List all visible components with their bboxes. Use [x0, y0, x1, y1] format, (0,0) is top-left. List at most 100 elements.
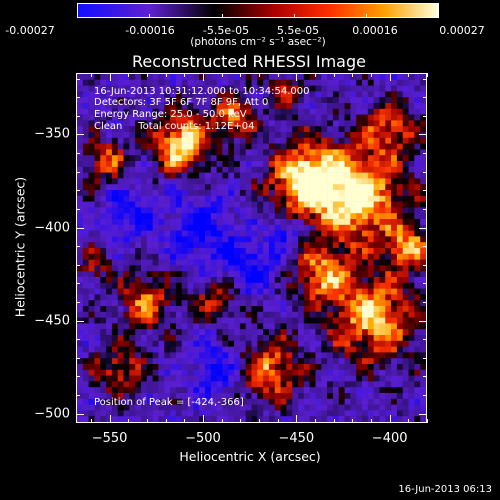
heatmap-cell	[111, 404, 119, 411]
heatmap-cell	[408, 317, 415, 324]
heatmap-cell	[129, 190, 136, 197]
heatmap-cell	[187, 282, 194, 289]
heatmap-cell	[100, 387, 107, 394]
heatmap-cell	[88, 253, 95, 260]
heatmap-cell	[245, 79, 252, 86]
heatmap-cell	[135, 230, 142, 237]
heatmap-cell	[199, 213, 206, 220]
heatmap-cell	[402, 120, 409, 127]
heatmap-cell	[175, 416, 182, 422]
heatmap-cell	[111, 358, 119, 365]
heatmap-cell	[129, 393, 136, 400]
heatmap-cell	[140, 132, 148, 139]
heatmap-cell	[77, 195, 84, 202]
heatmap-cell	[123, 271, 130, 278]
heatmap-cell	[129, 335, 136, 342]
heatmap-cell	[385, 375, 392, 382]
heatmap-cell	[362, 358, 369, 365]
heatmap-cell	[327, 230, 334, 237]
heatmap-cell	[228, 358, 235, 365]
heatmap-cell	[199, 381, 206, 388]
heatmap-cell	[315, 410, 322, 417]
heatmap-cell	[263, 375, 270, 382]
heatmap-cell	[88, 230, 95, 237]
heatmap-cell	[140, 340, 148, 347]
heatmap-cell	[222, 190, 229, 197]
heatmap-cell	[344, 311, 351, 318]
heatmap-cell	[245, 253, 252, 260]
heatmap-cell	[332, 190, 340, 197]
heatmap-cell	[414, 195, 421, 202]
heatmap-cell	[303, 143, 310, 150]
heatmap-cell	[257, 311, 264, 318]
heatmap-cell	[298, 91, 305, 98]
heatmap-cell	[152, 317, 159, 324]
heatmap-cell	[344, 126, 351, 133]
heatmap-cell	[123, 253, 130, 260]
heatmap-cell	[146, 126, 153, 133]
heatmap-cell	[210, 317, 217, 324]
heatmap-cell	[199, 340, 206, 347]
heatmap-cell	[146, 352, 153, 359]
heatmap-cell	[274, 288, 281, 295]
heatmap-cell	[100, 230, 107, 237]
heatmap-cell	[123, 358, 130, 365]
heatmap-cell	[327, 155, 334, 162]
heatmap-cell	[257, 161, 264, 168]
heatmap-cell	[239, 114, 246, 121]
heatmap-cell	[396, 346, 404, 353]
heatmap-cell	[257, 149, 264, 156]
heatmap-cell	[303, 329, 310, 336]
heatmap-cell	[210, 277, 217, 284]
heatmap-cell	[140, 79, 148, 86]
heatmap-cell	[327, 375, 334, 382]
heatmap-cell	[111, 236, 119, 243]
heatmap-cell	[373, 329, 380, 336]
heatmap-cell	[187, 300, 194, 307]
heatmap-cell	[216, 201, 223, 208]
heatmap-cell	[181, 155, 188, 162]
heatmap-cell	[222, 74, 229, 81]
heatmap-cell	[129, 178, 136, 185]
heatmap-cell	[193, 166, 200, 173]
heatmap-cell	[106, 190, 113, 197]
heatmap-cell	[234, 277, 241, 284]
heatmap-cell	[129, 404, 136, 411]
heatmap-cell	[94, 172, 101, 179]
heatmap-cell	[268, 358, 276, 365]
heatmap-cell	[391, 184, 398, 191]
heatmap-cell	[135, 248, 142, 255]
heatmap-cell	[367, 288, 374, 295]
heatmap-cell	[129, 184, 136, 191]
heatmap-cell	[146, 358, 153, 365]
heatmap-cell	[391, 381, 398, 388]
heatmap-cell	[391, 224, 398, 231]
heatmap-cell	[391, 91, 398, 98]
heatmap-cell	[170, 306, 177, 313]
heatmap-cell	[164, 364, 171, 371]
heatmap-cell	[414, 149, 421, 156]
heatmap-cell	[251, 149, 258, 156]
heatmap-cell	[245, 178, 252, 185]
heatmap-cell	[332, 375, 340, 382]
heatmap-cell	[222, 178, 229, 185]
heatmap-cell	[199, 190, 206, 197]
heatmap-cell	[228, 306, 235, 313]
heatmap-cell	[420, 335, 426, 342]
heatmap-cell	[100, 79, 107, 86]
heatmap-cell	[77, 213, 84, 220]
heatmap-cell	[228, 282, 235, 289]
heatmap-cell	[239, 271, 246, 278]
heatmap-cell	[356, 329, 363, 336]
heatmap-cell	[257, 230, 264, 237]
heatmap-cell	[158, 132, 165, 139]
heatmap-cell	[187, 132, 194, 139]
heatmap-cell	[338, 172, 345, 179]
heatmap-cell	[234, 369, 241, 376]
heatmap-cell	[170, 317, 177, 324]
heatmap-cell	[391, 288, 398, 295]
heatmap-cell	[111, 161, 119, 168]
heatmap-cell	[332, 184, 340, 191]
heatmap-cell	[344, 201, 351, 208]
heatmap-cell	[396, 126, 404, 133]
